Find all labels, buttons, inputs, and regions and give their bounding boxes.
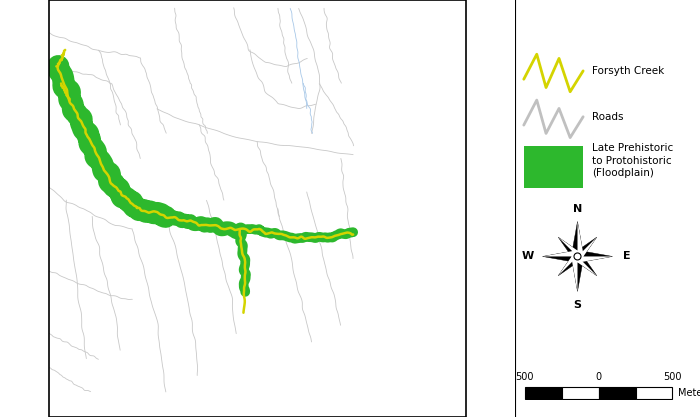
Bar <box>636 387 673 399</box>
Polygon shape <box>571 256 584 291</box>
Polygon shape <box>578 237 597 260</box>
Text: 500: 500 <box>516 372 534 382</box>
Polygon shape <box>578 256 612 263</box>
Polygon shape <box>578 250 612 263</box>
Polygon shape <box>558 253 581 276</box>
Polygon shape <box>571 221 584 256</box>
Polygon shape <box>558 237 581 256</box>
Polygon shape <box>574 253 597 276</box>
Polygon shape <box>578 221 584 256</box>
Text: Late Prehistoric
to Protohistoric
(Floodplain): Late Prehistoric to Protohistoric (Flood… <box>592 143 673 178</box>
Polygon shape <box>574 237 597 260</box>
Text: Forsyth Creek: Forsyth Creek <box>592 66 665 76</box>
Bar <box>598 387 636 399</box>
Text: W: W <box>522 251 534 261</box>
Text: 500: 500 <box>663 372 682 382</box>
Bar <box>562 387 598 399</box>
Text: E: E <box>624 251 631 261</box>
Polygon shape <box>574 256 597 276</box>
Text: S: S <box>573 301 582 310</box>
Polygon shape <box>542 250 578 256</box>
Polygon shape <box>571 256 577 291</box>
Circle shape <box>574 253 581 260</box>
Bar <box>524 146 583 188</box>
Text: N: N <box>573 204 582 214</box>
Polygon shape <box>558 253 577 276</box>
Text: Meters: Meters <box>678 388 700 398</box>
Text: Roads: Roads <box>592 112 624 122</box>
Bar <box>525 387 562 399</box>
Polygon shape <box>558 237 581 260</box>
Text: 0: 0 <box>596 372 602 382</box>
Polygon shape <box>542 250 578 263</box>
